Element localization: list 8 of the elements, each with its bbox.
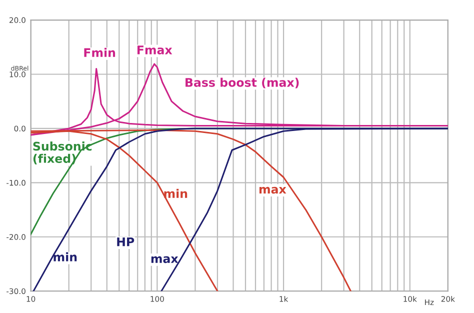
annotation: HP: [117, 237, 134, 246]
series-label: Fmin: [84, 48, 116, 57]
annotation: Bass boost (max): [186, 78, 299, 88]
series-label: max: [151, 256, 178, 264]
series-label: min: [164, 188, 188, 198]
series-label: Fmax: [137, 46, 172, 54]
series-label: max: [259, 186, 286, 194]
series-label: min: [54, 252, 77, 262]
